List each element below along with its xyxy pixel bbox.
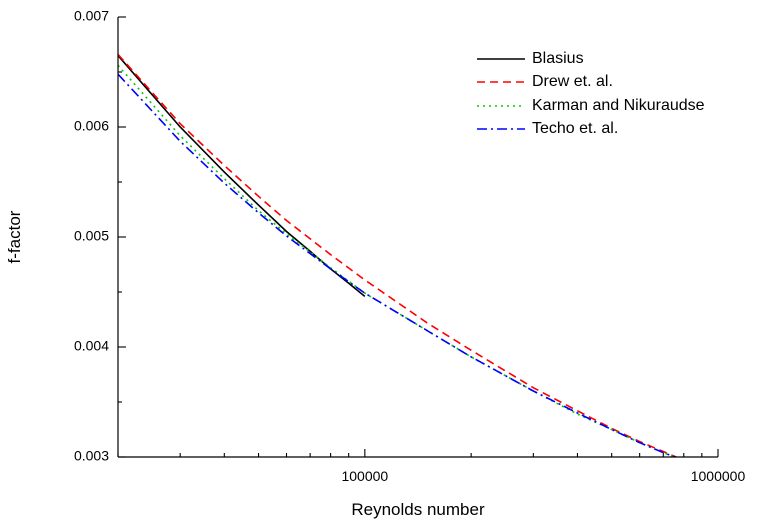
y-tick-label: 0.006 (74, 118, 109, 134)
y-tick-label: 0.003 (74, 448, 109, 464)
legend-label: Drew et. al. (532, 73, 613, 90)
series-layer (118, 53, 679, 457)
series-line-4 (118, 73, 678, 457)
legend-item-drew: Drew et. al. (477, 73, 613, 90)
axes-layer (117, 17, 718, 458)
legend-label: Techo et. al. (532, 120, 618, 137)
series-line-2 (118, 53, 679, 457)
series-line-1 (118, 54, 366, 298)
legend-label: Karman and Nikuraudse (532, 97, 705, 114)
legend: Blasius Drew et. al. Karman and Nikuraud… (477, 50, 705, 137)
y-axis-title: f-factor (5, 210, 24, 263)
x-tick-label: 100000 (341, 468, 388, 484)
y-tick-label: 0.007 (74, 8, 109, 24)
legend-item-karman: Karman and Nikuraudse (477, 97, 705, 114)
legend-item-blasius: Blasius (477, 50, 584, 67)
y-tick-label: 0.004 (74, 338, 109, 354)
labels-layer: 0.003 0.004 0.005 0.006 0.007 100000 100… (5, 8, 745, 519)
x-axis-title: Reynolds number (351, 500, 485, 519)
y-tick-label: 0.005 (74, 228, 109, 244)
legend-label: Blasius (532, 50, 584, 67)
ticks-layer (117, 16, 719, 458)
legend-item-techo: Techo et. al. (477, 120, 618, 137)
x-tick-label: 1000000 (691, 468, 746, 484)
